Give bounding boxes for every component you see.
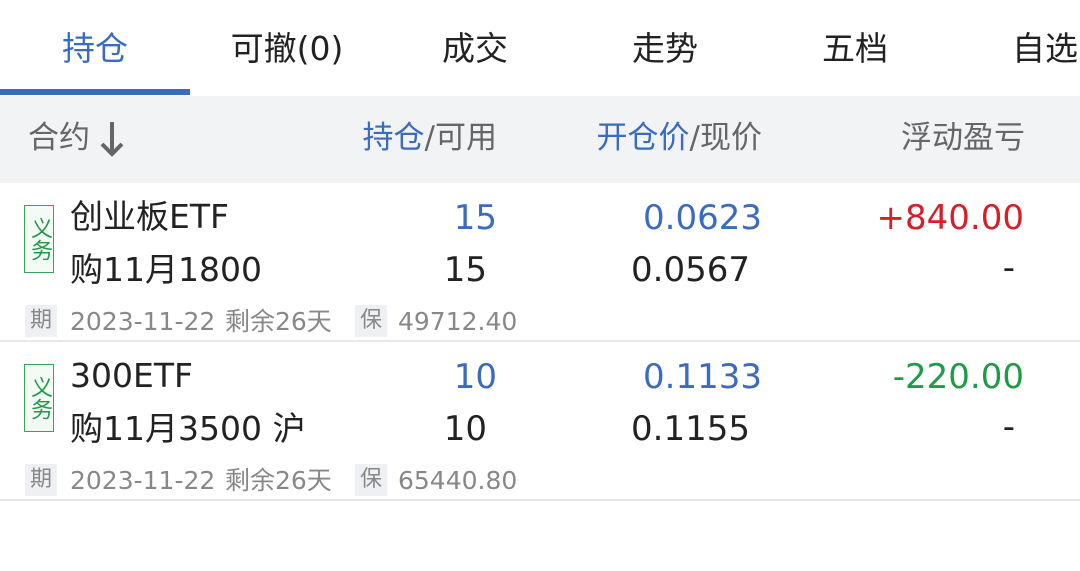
tab-indicator [0,89,190,95]
pnl-sub: - [1002,248,1015,288]
tab[interactable]: 可撤(0) [230,29,344,68]
header-contract[interactable]: 合约 [28,120,90,156]
current-price: 0.0567 [631,250,750,290]
sort-icon[interactable] [98,120,128,158]
margin-badge: 保 [355,464,387,496]
remaining-days: 剩余26天 [225,307,332,336]
available: 10 [443,409,487,449]
type-tag: 义务 [24,364,54,432]
table-header [0,96,1080,183]
contract-name: 创业板ETF [70,197,229,236]
hold: 10 [453,357,497,397]
header-hold-label: 持仓 [362,120,425,156]
margin-badge: 保 [355,305,387,337]
margin: 49712.40 [398,307,518,336]
tab[interactable]: 走势 [632,29,698,68]
expiry-date: 2023-11-22 [70,307,216,336]
expiry-badge: 期 [25,464,57,496]
header-open-label: 开仓价 [596,120,690,156]
pnl: +840.00 [876,198,1024,238]
expiry-badge: 期 [25,305,57,337]
row-separator [0,340,1080,342]
open-price: 0.1133 [643,357,762,397]
remaining-days: 剩余26天 [225,466,332,495]
tab[interactable]: 自选 [1012,29,1078,68]
open-price: 0.0623 [643,198,762,238]
margin: 65440.80 [398,466,518,495]
contract-name: 300ETF [70,356,193,395]
type-tag: 义务 [24,205,54,273]
tab[interactable]: 持仓 [62,29,128,68]
header-pnl[interactable]: 浮动盈亏 [901,120,1025,156]
tab[interactable]: 五档 [822,29,888,68]
header-hold[interactable]: 持仓/可用 [363,123,497,154]
current-price: 0.1155 [631,409,750,449]
header-current-label: /现价 [689,120,762,156]
pnl-sub: - [1002,407,1015,447]
pnl: -220.00 [892,357,1024,397]
hold: 15 [453,198,497,238]
row-separator [0,499,1080,501]
header-price[interactable]: 开仓价/现价 [597,123,762,154]
expiry-date: 2023-11-22 [70,466,216,495]
available: 15 [443,250,487,290]
contract-detail: 购11月1800 [70,250,262,289]
header-available-label: /可用 [424,120,497,156]
contract-detail: 购11月3500 沪 [70,409,306,448]
tab[interactable]: 成交 [442,29,508,68]
